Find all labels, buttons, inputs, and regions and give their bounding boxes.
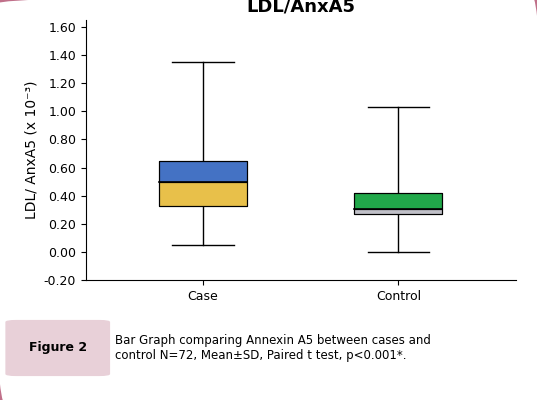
Bar [159, 160, 247, 206]
Title: LDL/AnxA5: LDL/AnxA5 [246, 0, 355, 16]
Y-axis label: LDL/ AnxA5 (x 10⁻³): LDL/ AnxA5 (x 10⁻³) [24, 81, 38, 219]
Bar [354, 193, 442, 209]
Bar [354, 193, 442, 214]
Text: Bar Graph comparing Annexin A5 between cases and
control N=72, Mean±SD, Paired t: Bar Graph comparing Annexin A5 between c… [115, 334, 431, 362]
Bar [159, 182, 247, 206]
Bar [159, 160, 247, 182]
FancyBboxPatch shape [5, 320, 110, 376]
Text: Figure 2: Figure 2 [29, 342, 87, 354]
Bar [354, 209, 442, 214]
